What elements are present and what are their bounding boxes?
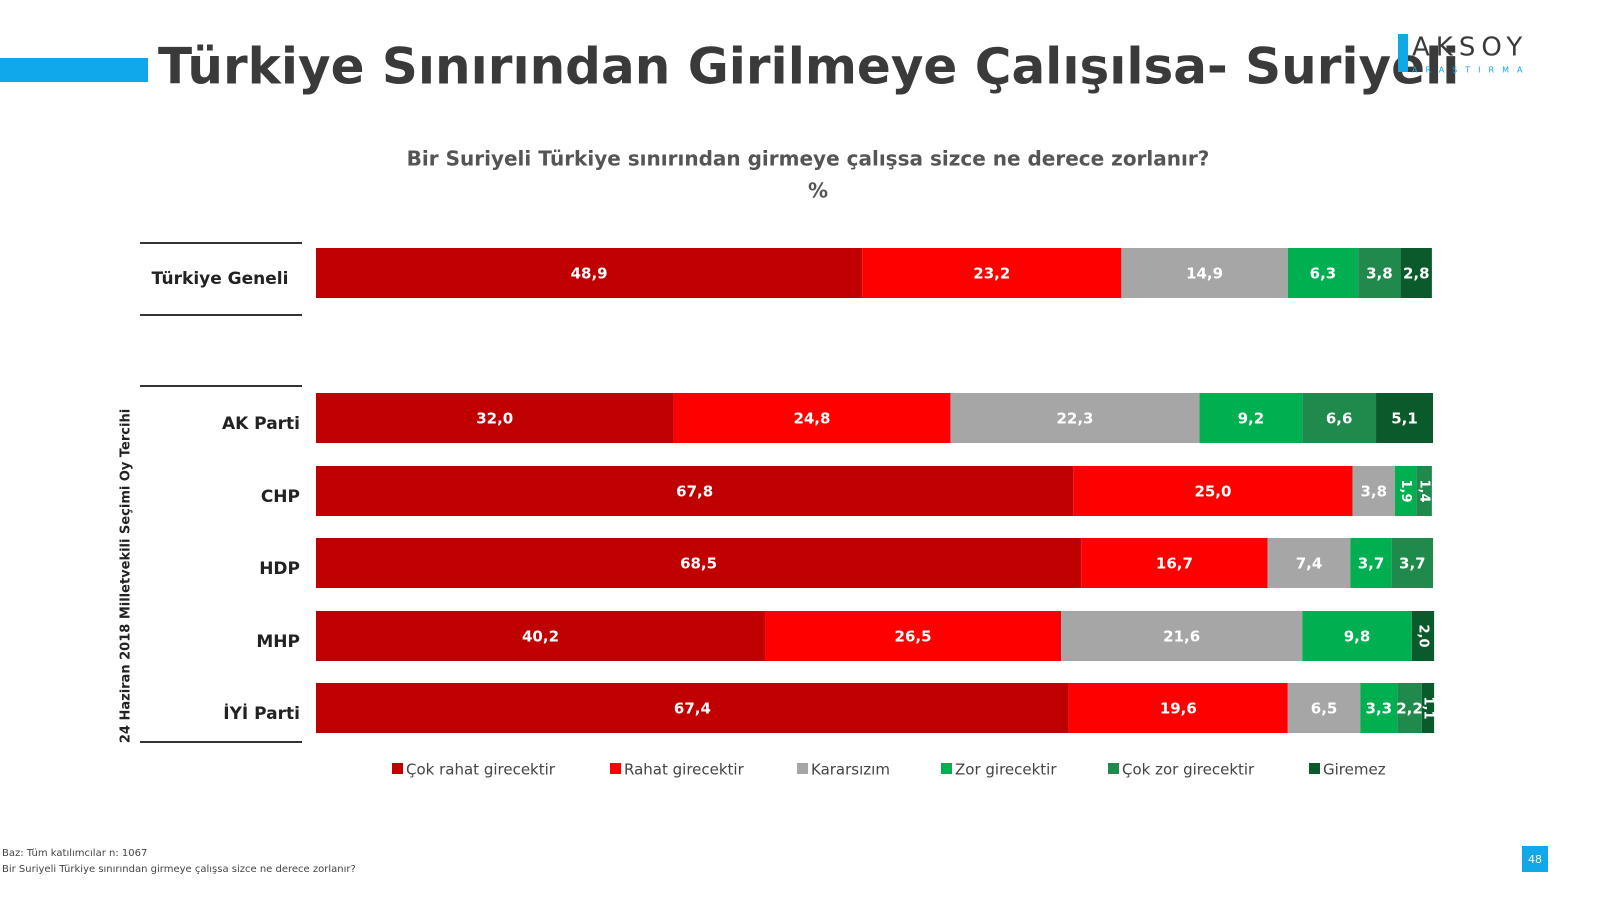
value-label: 2,0 [1415,624,1430,647]
value-label: 48,9 [571,265,608,283]
bar-segment [1302,611,1412,661]
page-badge [1522,846,1548,872]
chart-title: Türkiye Sınırından Girilmeye Çalışılsa- … [158,38,1459,96]
bar-segment [316,611,766,661]
value-label: 67,4 [674,700,711,718]
group-label: 24 Haziran 2018 Milletvekili Seçimi Oy T… [119,409,134,743]
value-label: 23,2 [973,265,1010,283]
legend-swatch [1108,763,1119,774]
value-label: 25,0 [1194,483,1231,501]
bar-segment [1068,683,1288,733]
bar-segment [765,611,1062,661]
value-label: 6,5 [1311,700,1338,718]
legend-label: Zor girecektir [955,761,1057,779]
value-label: 6,3 [1310,265,1337,283]
value-label: 6,6 [1326,410,1353,428]
bar-segment [1287,248,1359,298]
legend-label: Giremez [1323,761,1386,779]
bar-segment [1302,393,1377,443]
value-label: 7,4 [1296,555,1323,573]
bar-segment [316,538,1082,588]
value-label: 19,6 [1160,700,1197,718]
bar-segment [316,248,863,298]
bar-segment [1395,466,1417,516]
bar-segment [1352,466,1396,516]
value-label: 5,1 [1391,410,1418,428]
bar-segment [1376,393,1433,443]
value-label: 9,2 [1238,410,1265,428]
bar-segment [1121,248,1288,298]
logo: AKSOY [1412,33,1528,63]
subtitle: Bir Suriyeli Türkiye sınırından girmeye … [407,147,1210,171]
category-label: HDP [259,559,300,579]
value-label: 40,2 [522,628,559,646]
value-label: 21,6 [1163,628,1200,646]
value-label: 3,7 [1399,555,1426,573]
bar-segment [1411,611,1435,661]
category-label: MHP [256,632,300,652]
bar-segment [1391,538,1433,588]
bar-segment [1360,683,1398,733]
value-label: 9,8 [1344,628,1371,646]
legend-swatch [797,763,808,774]
unit: % [808,179,828,203]
bar-segment [1397,683,1422,733]
bar-segment [1416,466,1432,516]
logo-sub: ARAŞTIRMA [1412,66,1530,75]
value-label: 14,9 [1186,265,1223,283]
legend-swatch [1309,763,1320,774]
legend-label: Kararsızım [811,761,890,779]
footnote: Baz: Tüm katılımcılar n: 1067 [2,848,147,859]
value-label: 68,5 [680,555,717,573]
bar-segment [1081,538,1268,588]
value-label: 1,9 [1398,479,1413,502]
logo-mark [1398,34,1408,72]
category-label: CHP [261,487,300,507]
legend-label: Çok zor girecektir [1122,761,1255,779]
bar-segment [1199,393,1303,443]
footnote: Bir Suriyeli Türkiye sınırından girmeye … [2,864,356,875]
value-label: 2,2 [1396,700,1423,718]
bar-segment [673,393,951,443]
legend-label: Rahat girecektir [624,761,745,779]
bar-segment [1400,248,1432,298]
bar-segment [316,683,1069,733]
value-label: 3,3 [1366,700,1393,718]
value-label: 3,7 [1358,555,1385,573]
value-label: 3,8 [1361,483,1388,501]
value-label: 1,4 [1417,479,1432,502]
legend-swatch [941,763,952,774]
value-label: 24,8 [793,410,830,428]
bar-segment [950,393,1200,443]
row-dividers [140,242,302,743]
bar-segment [1267,538,1351,588]
bar-segment [1073,466,1353,516]
value-label: 32,0 [476,410,513,428]
bar-segment [1358,248,1401,298]
bar-segment [1287,683,1361,733]
bar-segment [862,248,1122,298]
value-label: 22,3 [1056,410,1093,428]
value-label: 1,1 [1420,696,1435,719]
value-label: 16,7 [1156,555,1193,573]
page-number: 48 [1528,853,1542,866]
legend-label: Çok rahat girecektir [406,761,556,779]
legend-swatch [610,763,621,774]
bar-segment [1061,611,1303,661]
value-label: 2,8 [1403,265,1430,283]
bar-segment [1350,538,1392,588]
category-label: Türkiye Geneli [152,269,289,289]
legend-swatch [392,763,403,774]
bar-segment [316,393,674,443]
value-label: 67,8 [676,483,713,501]
value-label: 26,5 [895,628,932,646]
value-label: 3,8 [1366,265,1393,283]
bar-segment [1421,683,1435,733]
title-accent [0,58,148,82]
category-label: İYİ Parti [223,702,300,724]
bar-segment [316,466,1074,516]
category-label: AK Parti [222,414,300,434]
